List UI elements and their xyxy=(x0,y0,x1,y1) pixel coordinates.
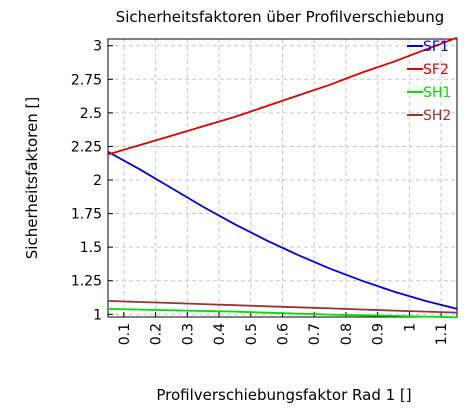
x-axis: 0.1 0.2 0.3 0.4 0.5 0.6 0.7 0.8 0.9 1 1.1 xyxy=(117,312,450,345)
x-tick-label: 0.3 xyxy=(180,323,196,345)
y-tick-label: 1.75 xyxy=(71,207,102,223)
x-tick-label: 0.8 xyxy=(339,323,355,345)
chart-title: Sicherheitsfaktoren über Profilverschieb… xyxy=(116,8,445,26)
x-tick-label: 1.1 xyxy=(434,323,450,345)
series-line-sh2 xyxy=(107,300,458,314)
x-tick-label: 0.4 xyxy=(212,323,228,345)
y-axis-label: Sicherheitsfaktoren [] xyxy=(23,97,41,259)
series-line-sf2 xyxy=(107,36,458,156)
x-tick-label: 0.9 xyxy=(371,323,387,345)
y-tick-label: 1.5 xyxy=(80,240,102,256)
series-line-sf1 xyxy=(107,151,458,310)
x-tick-label: 0.1 xyxy=(117,323,133,345)
legend-label-sh2: SH2 xyxy=(423,108,451,124)
x-tick-label: 0.6 xyxy=(276,323,292,345)
y-axis: 1 1.25 1.5 1.75 2 2.25 2.5 2.75 3 xyxy=(71,39,113,323)
series-line-sh1 xyxy=(107,308,458,319)
legend: SF1 SF2 SH1 SH2 xyxy=(407,39,451,124)
grid xyxy=(108,39,457,317)
y-tick-label: 2.25 xyxy=(71,139,102,155)
x-tick-label: 1 xyxy=(402,323,418,332)
series-lines xyxy=(107,36,458,319)
y-tick-label: 1 xyxy=(93,307,102,323)
legend-label-sf2: SF2 xyxy=(423,62,449,78)
y-tick-label: 2.5 xyxy=(80,106,102,122)
x-axis-label: Profilverschiebungsfaktor Rad 1 [] xyxy=(156,386,411,404)
plot-area xyxy=(107,38,458,318)
legend-label-sh1: SH1 xyxy=(423,85,451,101)
y-tick-label: 2 xyxy=(93,173,102,189)
x-tick-label: 0.2 xyxy=(149,323,165,345)
x-tick-label: 0.7 xyxy=(307,323,323,345)
y-tick-label: 2.75 xyxy=(71,72,102,88)
legend-label-sf1: SF1 xyxy=(423,39,449,55)
x-tick-label: 0.5 xyxy=(244,323,260,345)
y-tick-label: 3 xyxy=(93,39,102,55)
y-tick-label: 1.25 xyxy=(71,274,102,290)
